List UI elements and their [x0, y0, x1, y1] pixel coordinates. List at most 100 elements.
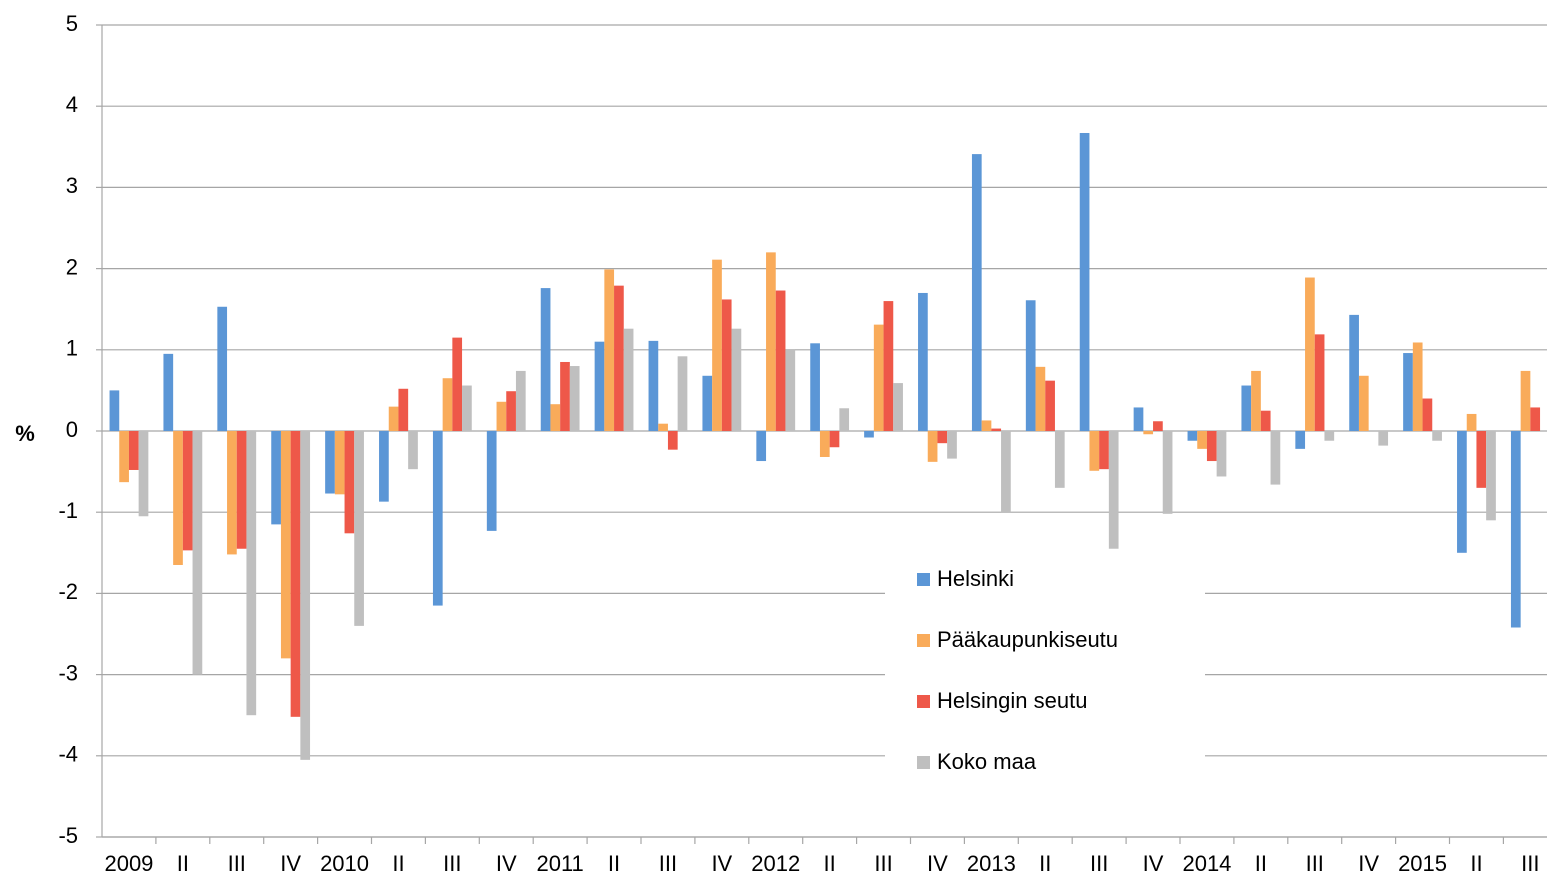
bar	[182, 431, 193, 551]
bar	[506, 391, 516, 431]
x-tick-label: III	[1521, 851, 1539, 876]
bar	[1206, 431, 1217, 462]
bar	[325, 431, 335, 494]
bar	[1216, 431, 1227, 477]
bar	[227, 431, 237, 555]
x-tick-label: III	[1090, 851, 1108, 876]
y-tick-label: 0	[66, 417, 78, 442]
bar	[1001, 431, 1011, 513]
bar	[173, 431, 183, 565]
x-tick-label: 2011	[536, 851, 583, 876]
bar	[334, 431, 345, 495]
bar	[756, 431, 767, 462]
legend-swatch	[917, 634, 930, 647]
bar	[1241, 385, 1252, 431]
bar	[1143, 431, 1154, 435]
x-tick-label: 2015	[1398, 851, 1447, 876]
x-tick-label: IV	[1358, 851, 1379, 876]
bar	[569, 366, 580, 431]
bar	[138, 431, 149, 517]
y-tick-label: -3	[58, 660, 78, 685]
bar	[128, 431, 139, 470]
bar	[290, 431, 301, 717]
bar	[775, 290, 786, 431]
bar	[246, 431, 257, 716]
bar	[712, 259, 722, 431]
bar	[981, 420, 992, 431]
x-tick-label: IV	[280, 851, 301, 876]
legend-swatch	[917, 573, 930, 586]
bar	[648, 340, 659, 431]
bar	[1466, 413, 1477, 431]
x-tick-label: II	[177, 851, 189, 876]
x-tick-label: III	[874, 851, 892, 876]
bar	[702, 375, 713, 431]
bar	[937, 431, 948, 444]
bar	[354, 431, 364, 626]
bar	[379, 431, 389, 502]
bar	[192, 431, 203, 675]
bar	[398, 388, 409, 431]
bar	[452, 337, 463, 431]
bar	[1457, 431, 1467, 553]
bar	[119, 431, 129, 483]
bar	[300, 431, 311, 760]
bar	[1197, 431, 1207, 449]
x-tick-label: III	[228, 851, 246, 876]
bar	[766, 252, 776, 431]
x-tick-label: II	[1470, 851, 1482, 876]
bar	[550, 404, 561, 431]
bar	[432, 431, 443, 606]
legend-swatch	[917, 695, 930, 708]
bar	[1378, 431, 1389, 446]
bar	[971, 154, 982, 431]
legend-swatch	[917, 756, 930, 769]
bar	[1054, 431, 1065, 488]
legend-label: Pääkaupunkiseutu	[937, 627, 1118, 652]
bar	[1270, 431, 1281, 485]
bar	[442, 378, 453, 431]
bar	[810, 343, 820, 431]
legend-label: Helsingin seutu	[937, 688, 1087, 713]
bar	[839, 408, 850, 431]
x-tick-label: II	[1255, 851, 1267, 876]
x-tick-label: 2013	[967, 851, 1016, 876]
bar	[947, 431, 957, 459]
legend-label: Helsinki	[937, 566, 1014, 591]
x-tick-label: III	[659, 851, 677, 876]
bar	[677, 356, 688, 431]
bar	[1530, 407, 1541, 431]
y-tick-label: -2	[58, 579, 78, 604]
bar	[721, 299, 732, 431]
bar	[1358, 375, 1369, 431]
bar	[785, 349, 796, 431]
bar	[462, 385, 472, 431]
bar	[614, 285, 624, 431]
bar	[1476, 431, 1487, 488]
bar	[864, 431, 874, 438]
y-tick-label: -5	[58, 823, 78, 848]
x-tick-label: II	[824, 851, 836, 876]
x-tick-label: 2009	[104, 851, 153, 876]
bar	[1520, 370, 1531, 431]
bar	[408, 431, 418, 470]
x-tick-label: IV	[927, 851, 948, 876]
bar	[560, 361, 570, 431]
legend-box	[885, 552, 1205, 792]
bar	[1324, 431, 1335, 441]
x-tick-label: IV	[496, 851, 517, 876]
x-tick-label: 2012	[751, 851, 800, 876]
bar	[540, 288, 551, 431]
bar	[1162, 431, 1173, 514]
bar	[604, 269, 615, 431]
bar	[163, 353, 174, 431]
bar	[1403, 353, 1413, 431]
bar	[731, 328, 742, 431]
legend-label: Koko maa	[937, 749, 1037, 774]
x-tick-label: 2014	[1182, 851, 1231, 876]
legend: Helsinki Pääkaupunkiseutu Helsingin seutu K…	[885, 552, 1205, 792]
bar	[496, 401, 507, 431]
bar	[893, 383, 903, 431]
x-tick-label: II	[1039, 851, 1051, 876]
